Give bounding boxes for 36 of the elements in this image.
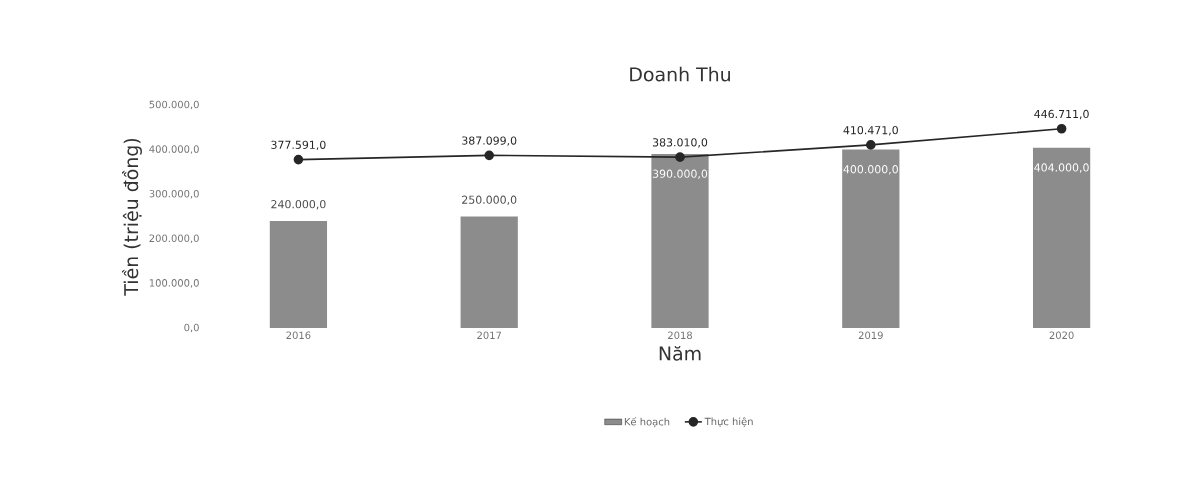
- data-label: 446.711,0: [1034, 109, 1089, 120]
- y-tick-label: 200.000,0: [149, 234, 199, 244]
- point: [293, 154, 304, 165]
- y-axis-title: Tiền (triệu đồng): [121, 138, 142, 296]
- data-label: 383.010,0: [652, 138, 708, 148]
- y-tick-label: 500.000,0: [149, 100, 199, 110]
- bar: [842, 149, 900, 328]
- x-tick-label: 2016: [286, 331, 311, 340]
- point: [1056, 123, 1067, 134]
- y-tick-label: 300.000,0: [149, 189, 199, 199]
- data-label: 377.591,0: [271, 140, 326, 151]
- data-label: 387.099,0: [462, 136, 517, 146]
- x-tick-label: 2019: [858, 331, 883, 340]
- legend-label: Kế hoạch: [624, 416, 670, 428]
- point: [866, 140, 876, 150]
- data-label: 240.000,0: [271, 200, 326, 210]
- x-axis-title: Năm: [659, 345, 701, 361]
- y-tick-label: 0,0: [184, 323, 199, 333]
- data-label: 404.000,0: [1034, 163, 1089, 173]
- y-tick-label: 100.000,0: [149, 279, 199, 288]
- bar: [269, 220, 328, 328]
- data-label: 410.471,0: [843, 126, 898, 136]
- data-label: 250.000,0: [462, 195, 517, 205]
- x-tick-label: 2020: [1049, 331, 1074, 340]
- bar: [651, 154, 709, 328]
- data-label: 390.000,0: [652, 169, 708, 179]
- bar: [460, 216, 518, 328]
- point: [675, 152, 685, 162]
- x-tick-label: 2017: [477, 331, 502, 340]
- legend-label: Thực hiện: [704, 417, 753, 427]
- bar: [1032, 147, 1091, 328]
- data-label: 400.000,0: [843, 165, 898, 175]
- x-tick-label: 2018: [668, 331, 692, 340]
- y-tick-label: 400.000,0: [149, 145, 199, 154]
- point: [484, 150, 495, 161]
- chart-title: Doanh Thu: [630, 66, 730, 82]
